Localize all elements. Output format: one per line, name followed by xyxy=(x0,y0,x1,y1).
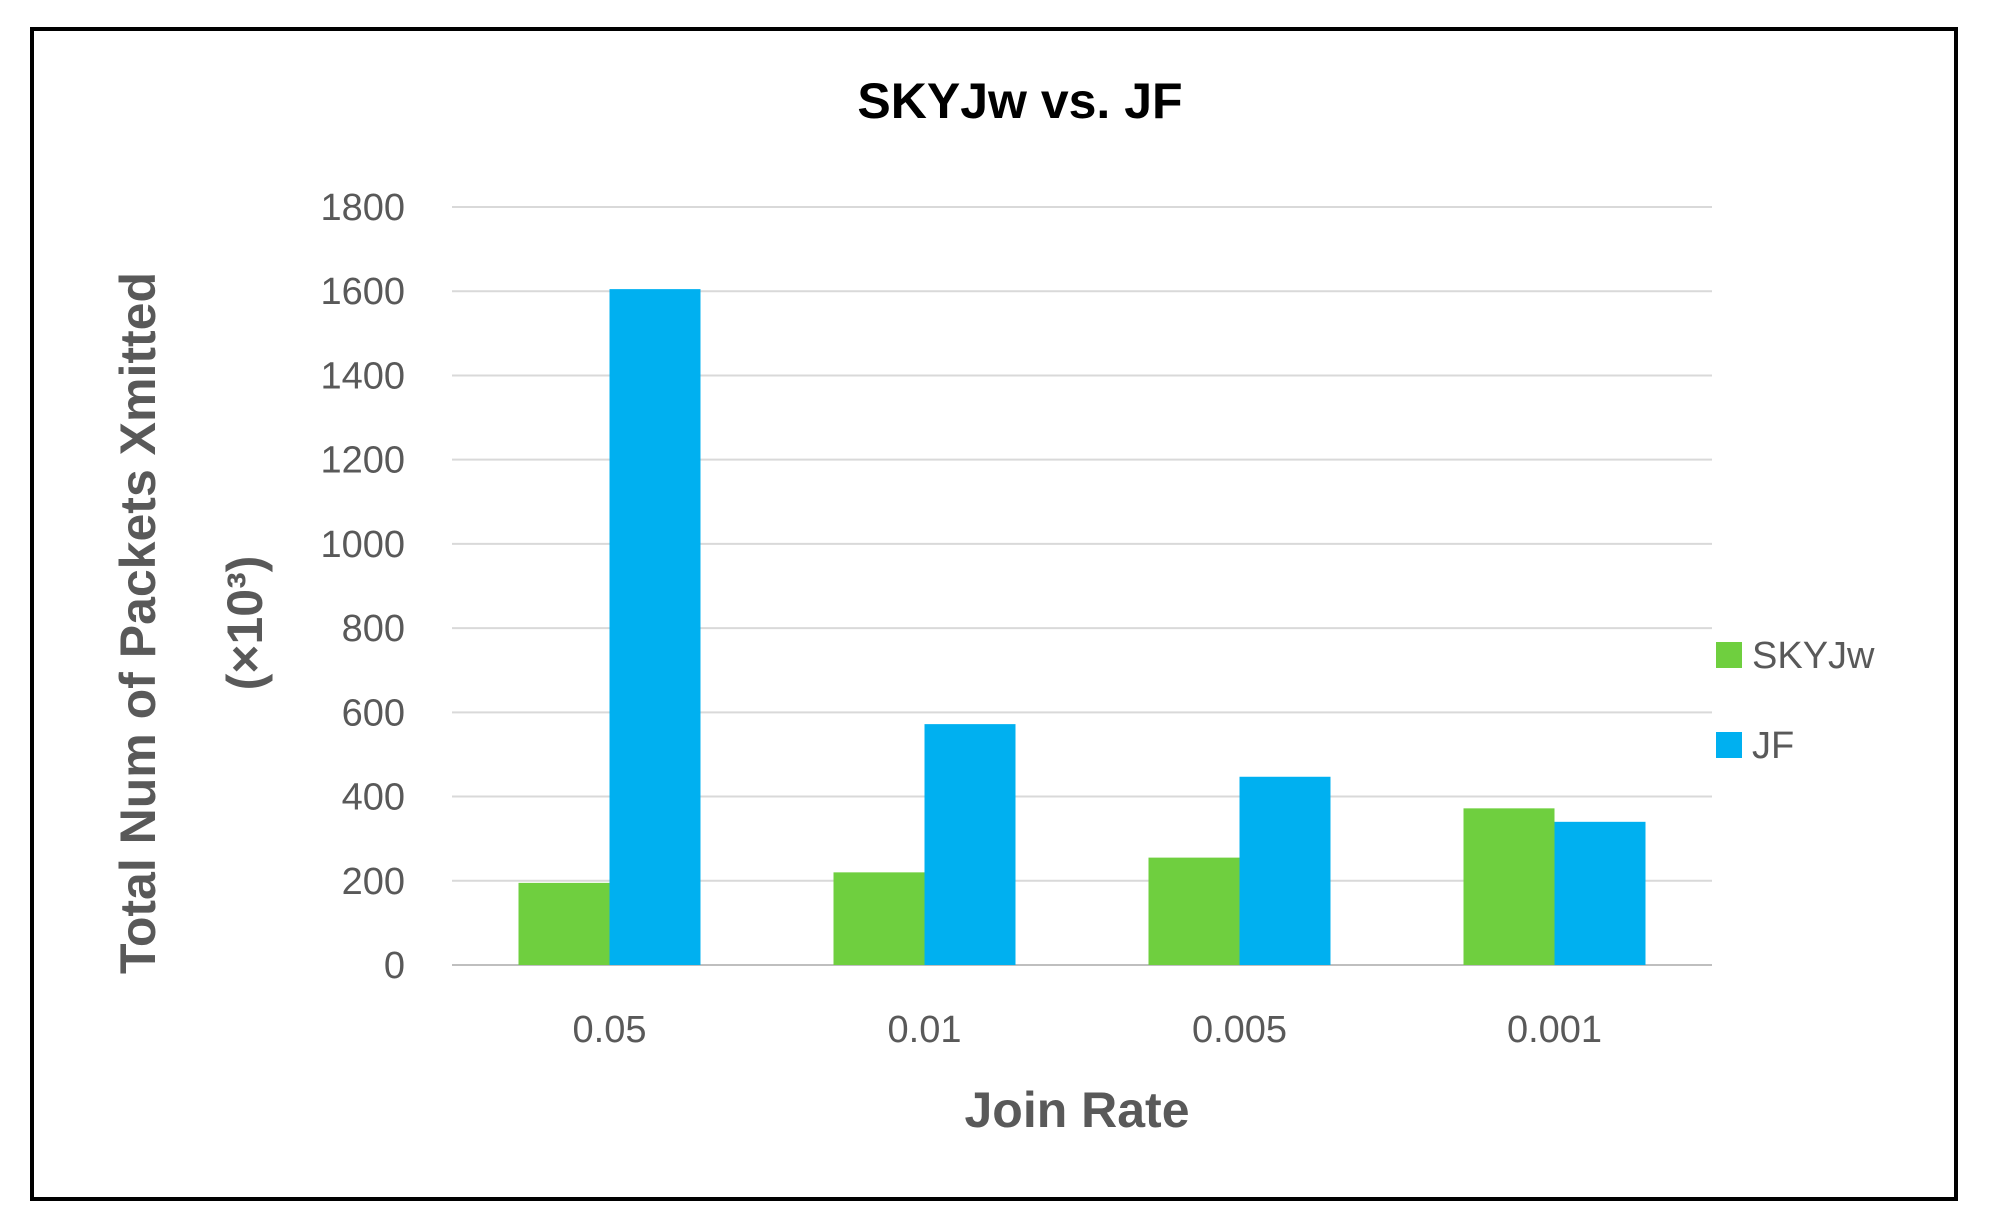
y-tick-label: 1800 xyxy=(320,187,405,229)
legend-swatch-skyjw xyxy=(1716,642,1742,668)
y-tick-label: 1000 xyxy=(320,524,405,566)
legend: SKYJw JF xyxy=(1716,635,1875,767)
legend-label-jf: JF xyxy=(1752,725,1794,767)
y-axis-title: Total Num of Packets Xmitted (×10³) xyxy=(110,272,273,974)
y-tick-label: 400 xyxy=(342,777,405,819)
y-axis-title-line2: (×10³) xyxy=(217,556,273,691)
bar-jf-0.001 xyxy=(1554,821,1646,965)
legend-swatch-jf xyxy=(1716,732,1742,758)
y-tick-label: 600 xyxy=(342,692,405,734)
legend-label-skyjw: SKYJw xyxy=(1752,635,1875,677)
chart-frame xyxy=(30,27,1958,1201)
y-tick-label: 1600 xyxy=(320,271,405,313)
x-tick-labels: 0.05 0.01 0.005 0.001 xyxy=(573,1009,1603,1051)
y-tick-label: 1200 xyxy=(320,440,405,482)
x-tick-label: 0.001 xyxy=(1507,1009,1602,1051)
y-tick-labels: 0 200 400 600 800 1000 1200 1400 1600 1800 xyxy=(320,187,405,987)
bar-jf-0.05 xyxy=(609,289,701,965)
y-axis-title-line1: Total Num of Packets Xmitted xyxy=(110,272,166,974)
y-tick-label: 800 xyxy=(342,608,405,650)
y-tick-label: 1400 xyxy=(320,355,405,397)
bar-skyjw-0.005 xyxy=(1148,857,1240,965)
chart-title: SKYJw vs. JF xyxy=(857,73,1182,129)
bar-skyjw-0.05 xyxy=(518,882,610,965)
bars xyxy=(518,289,1646,965)
x-tick-label: 0.05 xyxy=(573,1009,647,1051)
bar-jf-0.005 xyxy=(1239,776,1331,965)
y-tick-label: 200 xyxy=(342,861,405,903)
y-tick-label: 0 xyxy=(384,945,405,987)
bar-skyjw-0.01 xyxy=(833,872,925,965)
x-tick-label: 0.01 xyxy=(888,1009,962,1051)
x-tick-label: 0.005 xyxy=(1192,1009,1287,1051)
bar-skyjw-0.001 xyxy=(1463,808,1555,965)
bar-jf-0.01 xyxy=(924,724,1016,965)
x-axis-title: Join Rate xyxy=(964,1082,1189,1138)
